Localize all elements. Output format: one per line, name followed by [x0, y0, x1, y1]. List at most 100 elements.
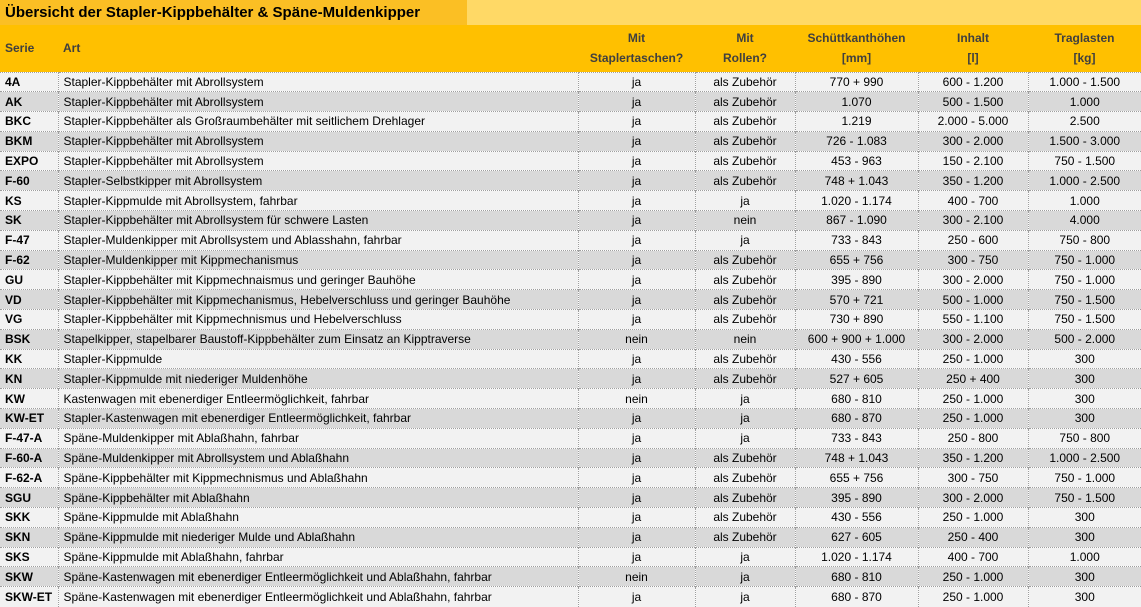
cell-staplertaschen: ja: [577, 150, 695, 171]
cell-staplertaschen: ja: [577, 408, 695, 429]
cell-staplertaschen: ja: [577, 111, 695, 132]
cell-rollen: ja: [694, 408, 795, 429]
table-row: AK Stapler-Kippbehälter mit Abrollsystem j…: [0, 91, 1141, 112]
cell-serie: F-47: [0, 229, 58, 251]
cell-traglasten: 750 - 1.500: [1027, 309, 1141, 330]
cell-serie: EXPO: [0, 150, 58, 171]
cell-staplertaschen: ja: [577, 586, 695, 607]
products-table: Serie Art Mit Staplertaschen? Mit Rollen…: [0, 25, 1141, 607]
cell-schuettkanthoehen: 680 - 810: [794, 566, 918, 587]
cell-inhalt: 250 - 600: [917, 229, 1028, 251]
cell-inhalt: 300 - 2.100: [917, 210, 1028, 231]
cell-staplertaschen: ja: [577, 348, 695, 369]
cell-rollen: nein: [694, 210, 795, 231]
cell-inhalt: 550 - 1.100: [917, 309, 1028, 330]
cell-staplertaschen: ja: [577, 170, 695, 191]
cell-art: Stapler-Kastenwagen mit ebenerdiger Entl…: [57, 408, 578, 429]
table-row: F-60 Stapler-Selbstkipper mit Abrollsyste…: [0, 170, 1141, 191]
cell-schuettkanthoehen: 430 - 556: [794, 507, 918, 528]
cell-inhalt: 250 - 1.000: [917, 586, 1028, 607]
table-row: SKS Späne-Kippmulde mit Ablaßhahn, fahrba…: [0, 546, 1141, 567]
table-row: VD Stapler-Kippbehälter mit Kippmechanism…: [0, 289, 1141, 310]
cell-inhalt: 500 - 1.500: [917, 91, 1028, 112]
cell-inhalt: 250 - 400: [917, 526, 1028, 548]
cell-schuettkanthoehen: 527 + 605: [794, 368, 918, 389]
cell-art: Späne-Muldenkipper mit Abrollsystem und …: [57, 447, 578, 468]
cell-art: Späne-Muldenkipper mit Ablaßhahn, fahrba…: [57, 427, 578, 449]
cell-traglasten: 750 - 800: [1027, 229, 1141, 251]
cell-schuettkanthoehen: 748 + 1.043: [794, 447, 918, 468]
table-row: KW Kastenwagen mit ebenerdiger Entleermög…: [0, 388, 1141, 409]
cell-staplertaschen: nein: [577, 388, 695, 409]
table-row: SKK Späne-Kippmulde mit Ablaßhahn ja als Zu…: [0, 507, 1141, 528]
cell-rollen: als Zubehör: [694, 91, 795, 112]
cell-traglasten: 300: [1027, 368, 1141, 389]
column-header-serie: Serie: [0, 25, 58, 72]
cell-schuettkanthoehen: 655 + 756: [794, 467, 918, 488]
table-row: F-47 Stapler-Muldenkipper mit Abrollsyste…: [0, 229, 1141, 251]
cell-art: Späne-Kippbehälter mit Ablaßhahn: [57, 487, 578, 508]
cell-inhalt: 500 - 1.000: [917, 289, 1028, 310]
cell-art: Stapler-Kippmulde mit Abrollsystem, fahr…: [57, 190, 578, 211]
cell-inhalt: 350 - 1.200: [917, 447, 1028, 468]
cell-art: Stapler-Muldenkipper mit Abrollsystem un…: [57, 229, 578, 251]
cell-staplertaschen: ja: [577, 91, 695, 112]
cell-serie: F-60: [0, 170, 58, 191]
cell-inhalt: 400 - 700: [917, 190, 1028, 211]
cell-schuettkanthoehen: 730 + 890: [794, 309, 918, 330]
cell-staplertaschen: ja: [577, 427, 695, 449]
cell-staplertaschen: ja: [577, 507, 695, 528]
cell-schuettkanthoehen: 395 - 890: [794, 487, 918, 508]
cell-serie: BKM: [0, 130, 58, 152]
cell-schuettkanthoehen: 680 - 810: [794, 388, 918, 409]
cell-schuettkanthoehen: 748 + 1.043: [794, 170, 918, 191]
cell-traglasten: 2.500: [1027, 111, 1141, 132]
table-row: SKW Späne-Kastenwagen mit ebenerdiger Ent…: [0, 566, 1141, 587]
cell-staplertaschen: ja: [577, 309, 695, 330]
cell-traglasten: 1.000 - 2.500: [1027, 447, 1141, 468]
cell-serie: KK: [0, 348, 58, 369]
cell-serie: SKN: [0, 526, 58, 548]
cell-staplertaschen: ja: [577, 71, 695, 92]
cell-staplertaschen: ja: [577, 190, 695, 211]
cell-serie: SGU: [0, 487, 58, 508]
title-filler: [467, 0, 1141, 25]
cell-rollen: als Zubehör: [694, 170, 795, 191]
cell-serie: F-62: [0, 249, 58, 270]
cell-inhalt: 300 - 2.000: [917, 269, 1028, 290]
cell-rollen: als Zubehör: [694, 71, 795, 92]
cell-schuettkanthoehen: 655 + 756: [794, 249, 918, 270]
table-row: F-60-A Späne-Muldenkipper mit Abrollsyste…: [0, 447, 1141, 468]
cell-inhalt: 350 - 1.200: [917, 170, 1028, 191]
cell-inhalt: 250 + 400: [917, 368, 1028, 389]
cell-inhalt: 150 - 2.100: [917, 150, 1028, 171]
cell-art: Stapelkipper, stapelbarer Baustoff-Kippb…: [57, 328, 578, 350]
cell-inhalt: 600 - 1.200: [917, 71, 1028, 92]
table-row: KW-ET Stapler-Kastenwagen mit ebenerdiger…: [0, 408, 1141, 429]
cell-staplertaschen: ja: [577, 130, 695, 152]
cell-traglasten: 500 - 2.000: [1027, 328, 1141, 350]
cell-art: Stapler-Kippbehälter mit Abrollsystem fü…: [57, 210, 578, 231]
cell-traglasten: 4.000: [1027, 210, 1141, 231]
cell-traglasten: 300: [1027, 388, 1141, 409]
cell-inhalt: 300 - 750: [917, 249, 1028, 270]
cell-rollen: ja: [694, 427, 795, 449]
cell-inhalt: 250 - 1.000: [917, 388, 1028, 409]
cell-rollen: ja: [694, 388, 795, 409]
column-header-inhalt: Inhalt [l]: [918, 25, 1028, 72]
cell-staplertaschen: ja: [577, 368, 695, 389]
cell-schuettkanthoehen: 1.070: [794, 91, 918, 112]
page-title: Übersicht der Stapler-Kippbehälter & Spä…: [0, 0, 467, 25]
cell-traglasten: 750 - 800: [1027, 427, 1141, 449]
cell-art: Stapler-Kippbehälter mit Abrollsystem: [57, 91, 578, 112]
cell-rollen: ja: [694, 190, 795, 211]
cell-art: Stapler-Muldenkipper mit Kippmechanismus: [57, 249, 578, 270]
table-row: SKW-ET Späne-Kastenwagen mit ebenerdiger …: [0, 586, 1141, 607]
cell-schuettkanthoehen: 600 + 900 + 1.000: [794, 328, 918, 350]
table-body: 4A Stapler-Kippbehälter mit Abrollsystem j…: [0, 71, 1141, 607]
cell-art: Späne-Kippmulde mit Ablaßhahn: [57, 507, 578, 528]
cell-inhalt: 300 - 2.000: [917, 130, 1028, 152]
cell-rollen: als Zubehör: [694, 289, 795, 310]
cell-art: Stapler-Kippbehälter mit Abrollsystem: [57, 130, 578, 152]
